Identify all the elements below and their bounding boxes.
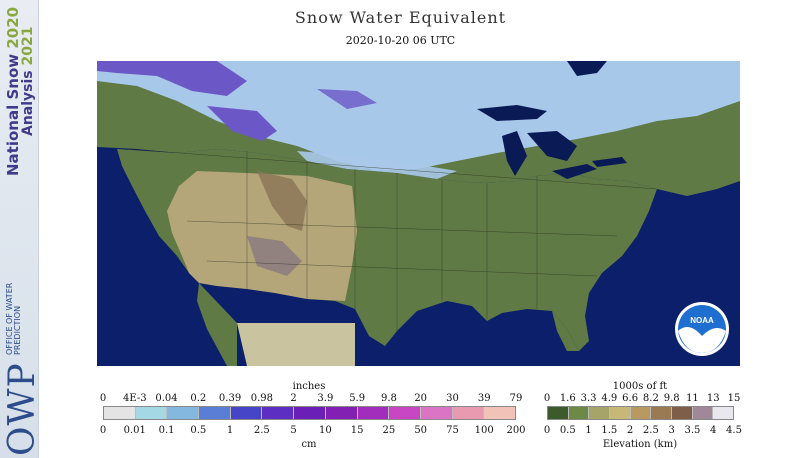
- swe-bottom-label: 1: [226, 425, 234, 436]
- elevation-top-label: 0: [543, 393, 551, 404]
- swe-swatch-3: [199, 407, 231, 419]
- swe-top-label: 3.9: [317, 393, 334, 404]
- elevation-color-bar: [547, 406, 734, 420]
- elevation-swatch-7: [692, 407, 714, 419]
- swe-bottom-label: 2.5: [253, 425, 270, 436]
- snow-water-equivalent-map: NOAA: [97, 61, 740, 366]
- swe-top-label: 0.2: [190, 393, 207, 404]
- swe-swatch-12: [484, 407, 515, 419]
- noaa-logo: NOAA: [675, 302, 729, 356]
- elevation-swatch-3: [610, 407, 631, 419]
- swe-swatch-5: [262, 407, 295, 419]
- swe-swatch-4: [230, 407, 263, 419]
- swe-top-label: 0.39: [218, 393, 242, 404]
- swe-top-label: 0.04: [155, 393, 178, 404]
- elevation-unit-km: Elevation (km): [602, 439, 678, 450]
- swe-bottom-label: 0: [99, 425, 107, 436]
- swe-bottom-label: 0.01: [123, 425, 146, 436]
- elevation-top-label: 11: [686, 393, 699, 404]
- elevation-bottom-label: 0: [543, 425, 551, 436]
- elevation-bottom-label: 3.5: [684, 425, 701, 436]
- swe-swatch-11: [452, 407, 485, 419]
- swe-bottom-label: 50: [414, 425, 428, 436]
- owp-full-name: OFFICE OF WATER PREDICTION: [5, 282, 22, 355]
- noaa-logo-text: NOAA: [690, 316, 714, 325]
- swe-bottom-label: 75: [446, 425, 459, 436]
- swe-swatch-9: [389, 407, 421, 419]
- elevation-bottom-label: 2: [626, 425, 634, 436]
- elevation-top-label: 6.6: [622, 393, 639, 404]
- swe-color-bar: [103, 406, 516, 420]
- elevation-bottom-label: 4.5: [726, 425, 742, 436]
- swe-swatch-8: [357, 407, 390, 419]
- swe-unit-inches: inches: [292, 381, 326, 392]
- swe-bottom-label: 5: [290, 425, 297, 436]
- elevation-swatch-1: [568, 407, 590, 419]
- swe-bottom-label: 0.1: [158, 425, 175, 436]
- swe-top-label: 4E-3: [122, 393, 147, 404]
- swe-bottom-label: 200: [506, 425, 526, 436]
- map-timestamp: 2020-10-20 06 UTC: [345, 34, 456, 47]
- elevation-swatch-2: [589, 407, 611, 419]
- map-title: Snow Water Equivalent: [294, 8, 507, 27]
- owp-logo: OWP: [2, 362, 43, 456]
- swe-bottom-label: 15: [350, 425, 364, 436]
- swe-swatch-10: [420, 407, 453, 419]
- swe-top-label: 20: [414, 393, 428, 404]
- elevation-bottom-label: 0.5: [559, 425, 576, 436]
- elevation-bottom-label: 2.5: [642, 425, 659, 436]
- elevation-swatch-0: [548, 407, 569, 419]
- elevation-swatch-8: [713, 407, 734, 419]
- elevation-top-label: 1.6: [559, 393, 576, 404]
- swe-bottom-label: 10: [319, 425, 332, 436]
- elevation-unit-ft: 1000s of ft: [612, 381, 668, 392]
- swe-swatch-1: [135, 407, 168, 419]
- swe-top-label: 39: [477, 393, 491, 404]
- elevation-top-label: 9.8: [663, 393, 680, 404]
- elevation-top-label: 8.2: [642, 393, 659, 404]
- elevation-bottom-label: 4: [710, 425, 717, 436]
- branding-sidebar: National Snow 2020 Analysis 2021 OFFICE …: [0, 0, 43, 458]
- swe-top-label: 0: [99, 393, 107, 404]
- swe-swatch-6: [294, 407, 326, 419]
- elevation-top-label: 3.3: [580, 393, 597, 404]
- swe-bottom-label: 25: [382, 425, 396, 436]
- swe-swatch-7: [325, 407, 358, 419]
- swe-top-label: 79: [509, 393, 523, 404]
- swe-top-label: 9.8: [380, 393, 397, 404]
- elevation-bottom-label: 1.5: [601, 425, 618, 436]
- swe-bottom-label: 0.5: [190, 425, 207, 436]
- swe-top-label: 5.9: [349, 393, 366, 404]
- elevation-top-label: 15: [727, 393, 741, 404]
- swe-top-label: 0.98: [250, 393, 273, 404]
- swe-bottom-label: 100: [474, 425, 494, 436]
- elevation-bottom-label: 1: [585, 425, 592, 436]
- swe-swatch-0: [104, 407, 136, 419]
- swe-top-label: 2: [290, 393, 297, 404]
- swe-unit-cm: cm: [301, 439, 317, 450]
- elevation-top-label: 13: [706, 393, 720, 404]
- swe-swatch-2: [167, 407, 200, 419]
- elevation-swatch-6: [672, 407, 693, 419]
- elevation-top-label: 4.9: [601, 393, 618, 404]
- elevation-swatch-5: [651, 407, 673, 419]
- elevation-bottom-label: 3: [668, 425, 675, 436]
- swe-top-label: 30: [446, 393, 459, 404]
- elevation-swatch-4: [630, 407, 652, 419]
